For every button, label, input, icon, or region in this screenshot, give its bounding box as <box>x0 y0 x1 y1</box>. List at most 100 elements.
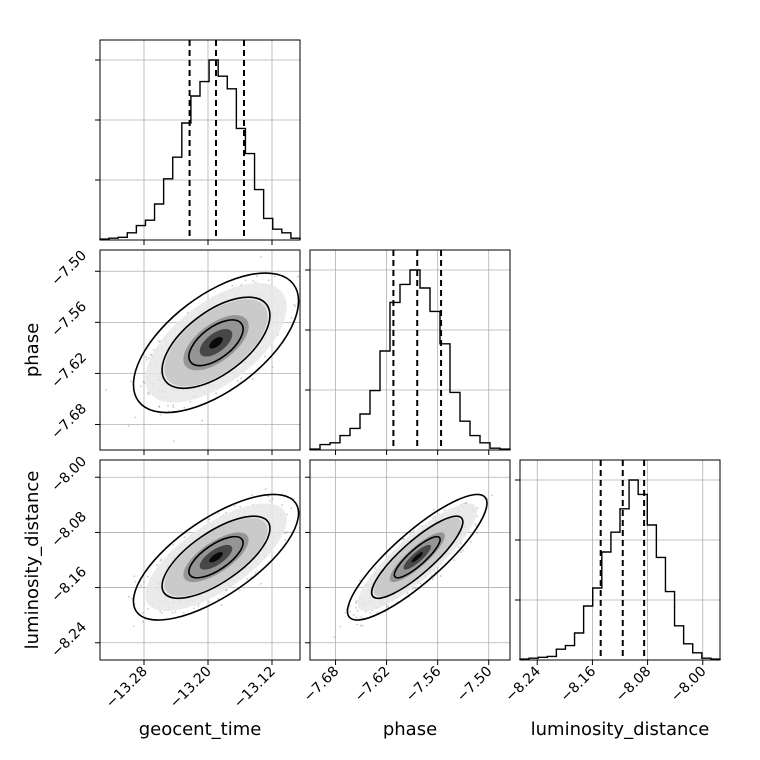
scatter-point <box>217 512 220 515</box>
scatter-point <box>149 354 152 356</box>
scatter-point <box>139 385 142 388</box>
contour-line <box>161 296 271 390</box>
scatter-point <box>127 425 130 427</box>
scatter-point <box>387 605 390 608</box>
scatter-point <box>171 611 174 614</box>
x-tick-label: −8.24 <box>502 663 544 705</box>
scatter-point <box>140 584 142 587</box>
scatter-point <box>296 275 299 278</box>
scatter-point <box>290 317 293 319</box>
scatter-point <box>236 380 239 382</box>
x-tick-label: −7.62 <box>352 664 394 706</box>
scatter-point <box>360 616 363 619</box>
contour-line <box>132 493 300 621</box>
scatter-point <box>142 381 145 383</box>
scatter-point <box>252 280 255 282</box>
contour-line <box>188 535 244 579</box>
scatter-point <box>264 355 266 358</box>
contour-line <box>161 515 271 600</box>
scatter-point <box>215 392 218 395</box>
scatter-point <box>147 607 149 610</box>
scatter-point <box>419 582 422 585</box>
x-tick-label: −7.56 <box>403 663 445 705</box>
scatter-point <box>464 501 467 504</box>
scatter-point <box>355 601 358 604</box>
scatter-point <box>285 531 288 533</box>
scatter-point <box>260 582 262 585</box>
scatter-point <box>246 578 249 580</box>
scatter-point <box>376 612 379 614</box>
scatter-point <box>356 623 359 626</box>
scatter-point <box>146 575 149 578</box>
scatter-point <box>158 340 160 343</box>
contour-line <box>188 319 244 367</box>
scatter-point <box>127 595 130 598</box>
scatter-point <box>361 624 364 627</box>
scatter-point <box>431 578 434 581</box>
scatter-point <box>174 611 177 613</box>
scatter-point <box>359 579 361 582</box>
scatter-point <box>267 495 270 498</box>
scatter-point <box>148 393 151 396</box>
scatter-point <box>173 440 175 443</box>
scatter-point <box>172 543 175 546</box>
scatter-point <box>130 380 132 383</box>
scatter-point <box>333 636 336 638</box>
x-axis-label-luminosity_distance: luminosity_distance <box>531 719 710 740</box>
scatter-point <box>344 611 347 614</box>
scatter-point <box>406 592 409 595</box>
scatter-point <box>231 284 234 287</box>
scatter-point <box>349 605 351 607</box>
scatter-point <box>339 625 342 628</box>
scatter-point <box>160 558 163 560</box>
scatter-point <box>474 523 477 525</box>
axes-frame <box>309 249 511 451</box>
scatter-point <box>476 532 478 534</box>
scatter-point <box>252 378 255 381</box>
scatter-point <box>273 275 276 278</box>
scatter-point <box>254 281 257 284</box>
scatter-point <box>158 406 161 408</box>
scatter-point <box>208 518 211 521</box>
scatter-point <box>172 404 175 406</box>
scatter-point <box>293 303 296 306</box>
y-axis-label-luminosity_distance: luminosity_distance <box>22 471 43 650</box>
y-tick-label: −7.56 <box>48 299 90 341</box>
scatter-point <box>439 575 442 577</box>
panel-hist-luminosity_distance <box>515 459 721 665</box>
scatter-point <box>409 533 412 536</box>
scatter-point <box>239 505 242 508</box>
x-tick-label: −13.28 <box>103 664 151 712</box>
scatter-point <box>152 349 155 351</box>
scatter-point <box>145 356 147 359</box>
scatter-point <box>284 532 286 535</box>
scatter-point <box>105 388 108 391</box>
density-region <box>209 337 223 349</box>
scatter-point <box>286 513 288 516</box>
x-tick-label: −13.12 <box>231 664 279 712</box>
x-tick-label: −8.00 <box>668 664 710 706</box>
density-region <box>411 552 423 563</box>
x-axis-label-phase: phase <box>383 719 437 740</box>
scatter-point <box>294 305 297 307</box>
x-axis-label-geocent_time: geocent_time <box>139 719 262 740</box>
scatter-point <box>254 571 257 574</box>
scatter-point <box>142 611 144 614</box>
scatter-point <box>374 567 377 569</box>
scatter-point <box>460 551 462 553</box>
panel-hist-geocent_time <box>95 39 301 245</box>
scatter-point <box>290 507 293 510</box>
scatter-point <box>208 601 211 603</box>
scatter-point <box>284 539 286 541</box>
scatter-point <box>460 543 462 545</box>
scatter-point <box>364 610 367 613</box>
scatter-point <box>220 604 223 606</box>
density-region <box>209 552 223 563</box>
y-tick-label: −8.00 <box>48 454 90 496</box>
panel-hist-phase <box>305 249 511 455</box>
scatter-point <box>356 609 359 612</box>
scatter-point <box>359 624 362 627</box>
scatter-point <box>355 600 358 602</box>
scatter-point <box>271 497 274 500</box>
scatter-point <box>476 507 479 509</box>
